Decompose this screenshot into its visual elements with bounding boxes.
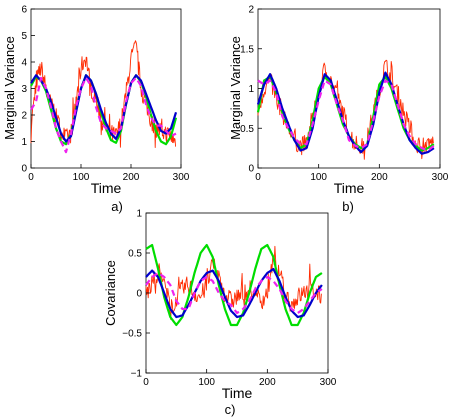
y-tick-label-c-4: 1	[136, 209, 142, 220]
x-axis-label-a: Time	[91, 180, 122, 196]
y-tick-label-a-5: 5	[21, 31, 27, 42]
x-tick-label-c-2: 200	[259, 377, 276, 388]
series-noisy-line-c	[145, 245, 322, 321]
axis-ticks-a: 0 100 200 300 0 1 2 3 4 5 6	[21, 5, 189, 184]
series-magenta-line-a	[30, 76, 177, 154]
panel-c: 0 100 200 300 −1 −0.5 0 0.5 1 Time Covariance c)	[103, 209, 337, 418]
y-tick-label-c-3: 0.5	[128, 249, 142, 260]
y-tick-label-c-2: 0	[136, 289, 142, 300]
x-tick-label-a-3: 300	[173, 172, 190, 183]
y-axis-label-b: Marginal Variance	[228, 36, 243, 140]
series-marks-b	[256, 59, 435, 160]
x-axis-label-c: Time	[222, 385, 253, 401]
series-green-line-c	[145, 243, 323, 327]
y-tick-label-a-2: 2	[21, 111, 27, 122]
series-blue-line-c	[145, 267, 323, 319]
x-tick-label-b-3: 300	[432, 172, 449, 183]
x-tick-label-b-1: 100	[310, 172, 327, 183]
x-tick-label-b-2: 200	[371, 172, 388, 183]
y-tick-label-b-1: 0.5	[240, 124, 254, 135]
axis-ticks-b: 0 100 200 300 0 0.5 1 1.5 2	[240, 5, 449, 184]
y-tick-label-a-6: 6	[21, 5, 27, 16]
y-tick-label-c-1: −0.5	[122, 329, 142, 340]
panel-b: 0 100 200 300 0 0.5 1 1.5 2 Time Marginal Varian…	[228, 5, 449, 215]
y-tick-label-b-3: 1.5	[240, 44, 254, 55]
x-tick-label-a-1: 100	[73, 172, 90, 183]
panel-a: 0 100 200 300 0 1 2 3 4 5 6 Time Marginal Variance…	[2, 5, 190, 215]
axis-ticks-c: 0 100 200 300 −1 −0.5 0 0.5 1	[122, 209, 337, 389]
y-axis-label-a: Marginal Variance	[2, 36, 17, 140]
y-tick-label-b-4: 2	[248, 5, 254, 16]
series-marks-c	[145, 243, 323, 327]
y-tick-label-a-4: 4	[21, 58, 27, 69]
y-tick-label-c-0: −1	[131, 369, 143, 380]
x-axis-label-b: Time	[334, 180, 365, 196]
series-magenta-line-b	[257, 79, 435, 152]
y-tick-label-b-0: 0	[248, 164, 254, 175]
x-tick-label-a-2: 200	[123, 172, 140, 183]
series-blue-line-a	[30, 74, 178, 143]
x-tick-label-c-0: 0	[143, 377, 149, 388]
panel-label-a: a)	[111, 199, 123, 214]
series-magenta-line-c	[145, 271, 323, 315]
series-marks-a	[30, 40, 178, 154]
plot-area-a	[30, 8, 182, 169]
y-tick-label-a-0: 0	[21, 164, 27, 175]
y-tick-label-a-1: 1	[21, 137, 27, 148]
y-axis-label-c: Covariance	[103, 260, 118, 326]
y-tick-label-b-2: 1	[248, 84, 254, 95]
x-tick-label-a-0: 0	[28, 172, 34, 183]
panel-label-b: b)	[342, 199, 354, 214]
x-tick-label-c-3: 300	[320, 377, 337, 388]
panel-label-c: c)	[225, 402, 236, 417]
x-tick-label-c-1: 100	[198, 377, 215, 388]
x-tick-label-b-0: 0	[255, 172, 261, 183]
y-tick-label-a-3: 3	[21, 84, 27, 95]
